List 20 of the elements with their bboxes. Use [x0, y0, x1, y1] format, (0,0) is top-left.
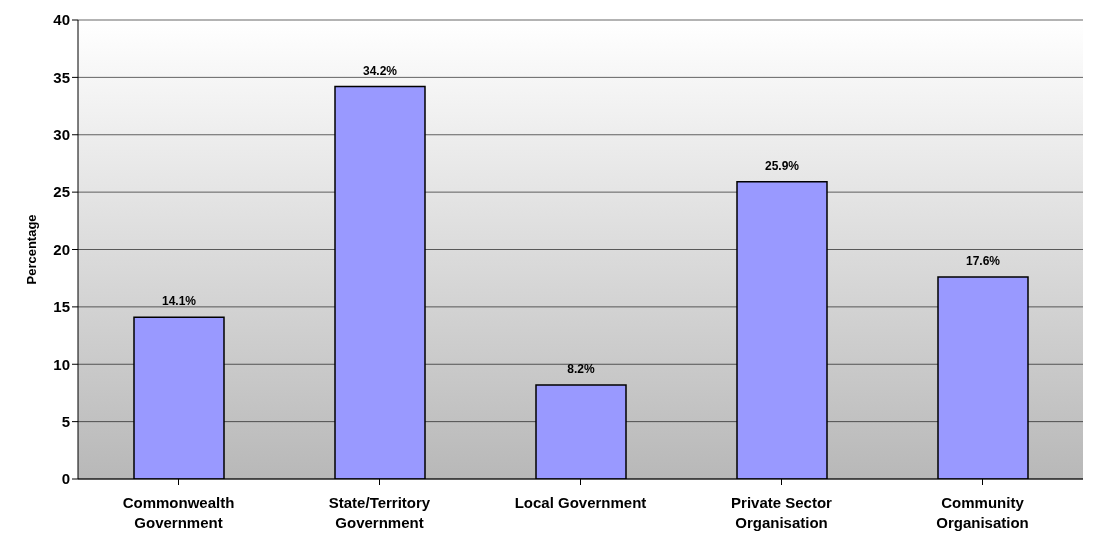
y-axis-title: Percentage [23, 214, 39, 285]
y-tick-label: 0 [61, 470, 70, 488]
x-tick-label: Community Organisation [936, 493, 1029, 531]
x-tick-label: Private Sector Organisation [731, 493, 833, 531]
y-tick-label: 20 [53, 240, 70, 258]
data-label: 17.6% [965, 254, 1001, 269]
data-label: 8.2% [567, 361, 595, 376]
data-label: 25.9% [764, 158, 800, 173]
x-tick-label: Commonwealth Government [122, 493, 235, 531]
x-tick-label: State/Territory Government [328, 493, 431, 531]
y-tick-label: 5 [61, 412, 70, 430]
data-label: 34.2% [362, 63, 398, 78]
y-tick-label: 35 [53, 68, 70, 86]
y-tick-label: 30 [53, 126, 70, 144]
y-tick-label: 40 [53, 11, 70, 29]
y-tick-label: 15 [53, 298, 70, 316]
data-label: 14.1% [161, 294, 197, 309]
x-tick-label: Local Government [514, 493, 647, 511]
y-tick-label: 10 [53, 355, 70, 373]
y-tick-label: 25 [53, 183, 70, 201]
